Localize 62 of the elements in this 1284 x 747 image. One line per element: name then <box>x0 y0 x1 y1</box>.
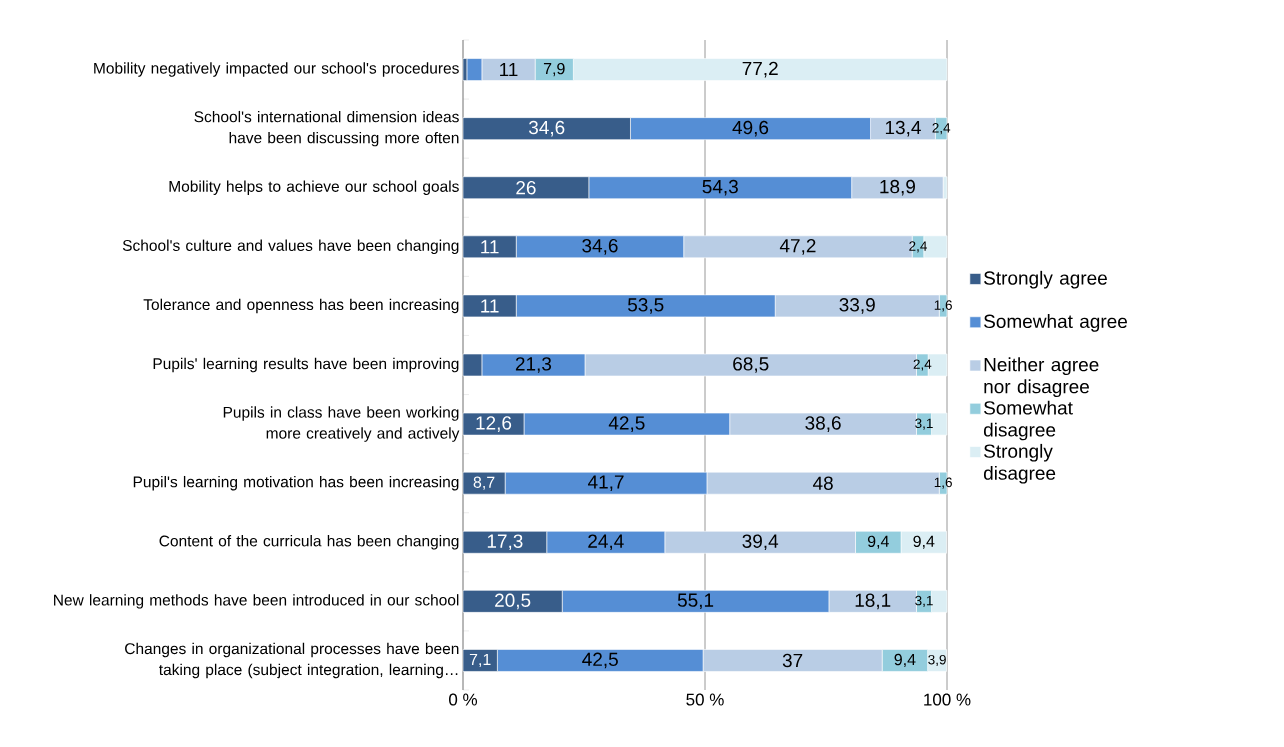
data-label: 34,6 <box>582 238 618 255</box>
data-label: 11 <box>481 240 499 254</box>
data-label: 34,6 <box>528 120 565 137</box>
legend-label: Neither agree nor disagree <box>984 357 1099 398</box>
data-label: 20,5 <box>495 593 531 610</box>
data-label: 54,3 <box>702 179 738 196</box>
y-tick-label: Pupils' learning results have been improving <box>153 357 459 373</box>
y-tick-label: School's international dimension ideas have been discussing more often <box>194 110 459 147</box>
data-label: 2,4 <box>913 359 932 371</box>
legend-label: Somewhat agree <box>984 314 1127 332</box>
y-tick-label: Tolerance and openness has been increasing <box>143 298 459 314</box>
data-label: 39,4 <box>742 534 779 551</box>
x-tick-label: 50 % <box>686 693 724 706</box>
data-label: 42,5 <box>582 652 618 669</box>
y-tick-label: Pupil's learning motivation has been increasing <box>133 475 459 491</box>
data-label: 2,4 <box>932 123 951 135</box>
data-label: 17,3 <box>487 534 523 551</box>
y-tick-label: New learning methods have been introduced in our school <box>54 594 459 609</box>
data-label: 9,4 <box>913 535 935 549</box>
data-label: 38,6 <box>805 416 841 432</box>
y-tick-label: Changes in organizational processes have been taking place (subject integration, learning… <box>125 642 459 679</box>
data-label: 18,9 <box>880 179 915 196</box>
y-tick-label: Pupils in class have been working more creatively and actively <box>223 406 460 442</box>
data-label: 21,3 <box>515 357 552 373</box>
data-label: 26 <box>516 180 536 195</box>
y-tick-label: Content of the curricula has been changing <box>159 535 459 550</box>
data-label: 49,6 <box>732 120 769 137</box>
data-label: 77,2 <box>742 61 778 78</box>
x-tick-label: 0 % <box>449 693 478 706</box>
data-label: 1,6 <box>934 477 952 489</box>
data-label: 24,4 <box>588 534 624 551</box>
data-label: 48 <box>812 476 833 490</box>
data-label: 11 <box>500 63 518 77</box>
data-label: 12,6 <box>476 416 512 432</box>
data-label: 55,1 <box>677 593 714 610</box>
data-label: 2,4 <box>909 241 927 253</box>
legend-label: Strongly agree <box>984 270 1107 289</box>
data-label: 8,7 <box>473 476 495 490</box>
data-label: 9,4 <box>894 653 916 668</box>
data-label: 41,7 <box>587 475 624 491</box>
y-tick-label: Mobility helps to achieve our school goals <box>169 180 459 195</box>
data-label: 7,9 <box>543 62 565 77</box>
y-tick-label: School's culture and values have been changing <box>122 239 459 255</box>
data-label: 53,5 <box>627 298 664 314</box>
legend-label: Somewhat disagree <box>983 400 1073 441</box>
data-label: 13,4 <box>885 120 921 137</box>
data-label: 9,4 <box>867 535 889 549</box>
x-tick-label: 100 % <box>924 693 971 706</box>
data-label: 37 <box>782 653 803 668</box>
data-label: 18,1 <box>855 593 891 610</box>
data-label: 1,6 <box>934 300 952 312</box>
data-label: 68,5 <box>733 357 769 373</box>
data-label: 11 <box>481 299 499 313</box>
data-label: 33,9 <box>839 298 875 314</box>
y-tick-label: Mobility negatively impacted our school's procedures <box>94 62 459 77</box>
data-label: 3,1 <box>915 418 933 430</box>
data-label: 3,1 <box>915 595 933 607</box>
legend-label: Strongly disagree <box>983 443 1056 484</box>
data-label: 3,9 <box>928 654 946 667</box>
data-label: 47,2 <box>779 238 816 255</box>
data-label: 7,1 <box>469 653 491 667</box>
data-label: 42,5 <box>608 416 645 432</box>
